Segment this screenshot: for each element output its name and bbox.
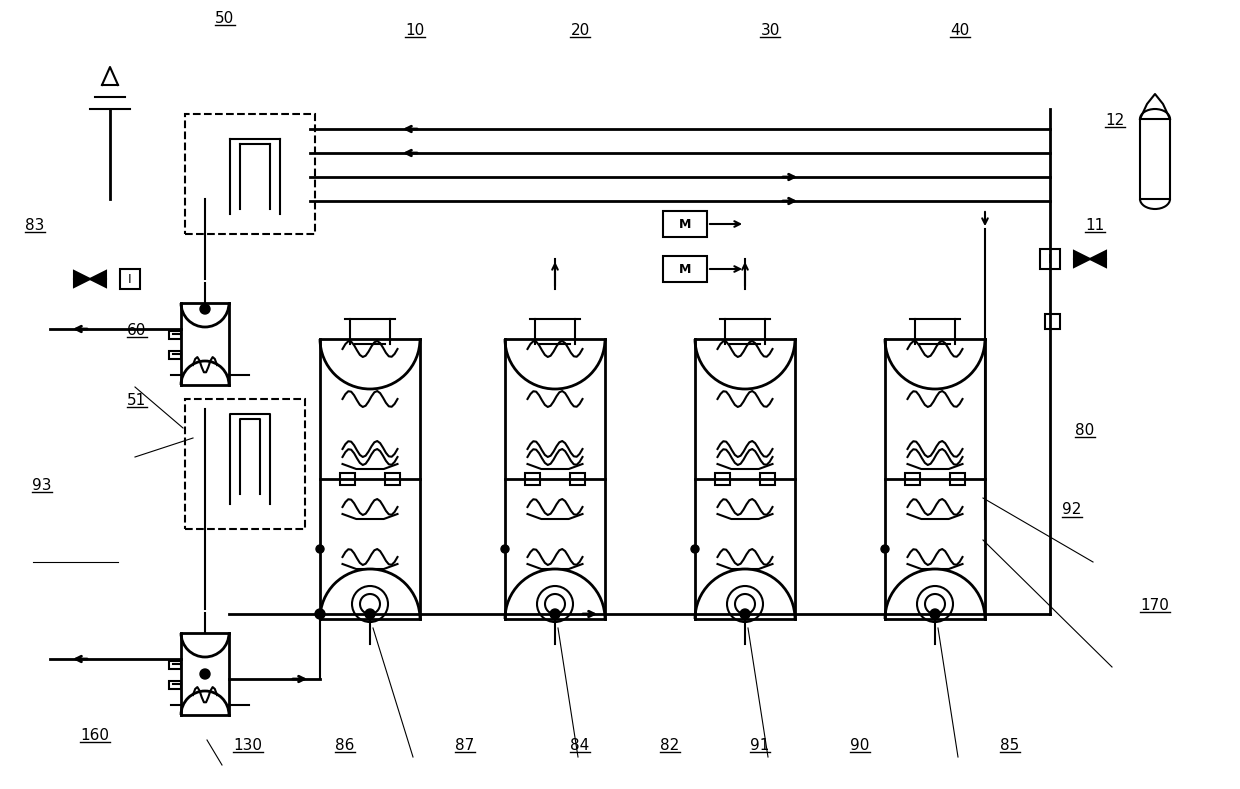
Text: 20: 20 xyxy=(570,23,590,38)
Bar xyxy=(169,331,181,339)
Text: 130: 130 xyxy=(233,738,263,753)
Text: 84: 84 xyxy=(570,738,590,753)
Text: 60: 60 xyxy=(128,323,146,338)
Text: I: I xyxy=(1048,252,1052,266)
Text: 160: 160 xyxy=(81,727,109,742)
Polygon shape xyxy=(91,271,105,287)
Text: 91: 91 xyxy=(750,738,770,753)
Bar xyxy=(715,473,730,485)
Polygon shape xyxy=(1090,251,1106,267)
Circle shape xyxy=(200,304,210,314)
Polygon shape xyxy=(1074,251,1090,267)
Text: 87: 87 xyxy=(455,738,475,753)
Circle shape xyxy=(315,609,325,619)
Circle shape xyxy=(200,669,210,679)
Text: 30: 30 xyxy=(760,23,780,38)
Text: 86: 86 xyxy=(335,738,355,753)
Bar xyxy=(1140,119,1171,199)
Bar xyxy=(525,473,539,485)
Text: M: M xyxy=(678,263,691,275)
Bar xyxy=(340,473,355,485)
Polygon shape xyxy=(74,271,91,287)
Circle shape xyxy=(551,609,560,619)
Bar xyxy=(384,473,401,485)
Text: 12: 12 xyxy=(1105,113,1125,128)
Bar xyxy=(570,473,585,485)
Text: 92: 92 xyxy=(1063,503,1081,518)
Circle shape xyxy=(316,545,324,553)
Bar xyxy=(760,473,775,485)
Circle shape xyxy=(740,609,750,619)
Bar xyxy=(905,473,920,485)
Text: 93: 93 xyxy=(32,477,52,492)
Bar xyxy=(1045,314,1060,329)
Bar xyxy=(169,351,181,359)
Text: 51: 51 xyxy=(128,392,146,407)
Circle shape xyxy=(930,609,940,619)
Bar xyxy=(1040,249,1060,269)
Bar xyxy=(950,473,965,485)
Bar xyxy=(663,211,707,237)
Text: 170: 170 xyxy=(1141,597,1169,612)
Circle shape xyxy=(691,545,699,553)
Text: 50: 50 xyxy=(216,10,234,25)
Text: 11: 11 xyxy=(1085,218,1105,233)
Text: 10: 10 xyxy=(405,23,424,38)
Text: 83: 83 xyxy=(25,218,45,233)
Text: I: I xyxy=(128,272,131,286)
Text: 82: 82 xyxy=(661,738,680,753)
Circle shape xyxy=(365,609,374,619)
Text: 85: 85 xyxy=(1001,738,1019,753)
Bar xyxy=(169,661,181,669)
Bar xyxy=(185,114,315,234)
Text: M: M xyxy=(678,218,691,230)
Bar xyxy=(120,269,140,289)
Text: 90: 90 xyxy=(851,738,869,753)
Circle shape xyxy=(501,545,508,553)
Bar xyxy=(169,681,181,689)
Circle shape xyxy=(880,545,889,553)
Bar xyxy=(663,256,707,282)
Text: 40: 40 xyxy=(950,23,970,38)
Text: 80: 80 xyxy=(1075,422,1095,437)
Bar xyxy=(185,399,305,529)
